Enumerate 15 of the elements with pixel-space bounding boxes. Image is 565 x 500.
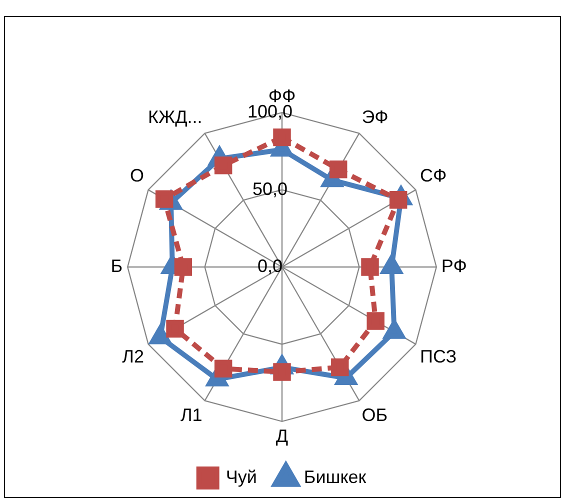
spoke-label: Л1	[180, 404, 202, 425]
y-tick-label: 0,0	[257, 256, 283, 276]
spoke-label: Л2	[122, 346, 144, 366]
legend-label: Бишкек	[304, 466, 366, 487]
spoke-label: СФ	[420, 165, 447, 186]
spoke-label: РФ	[441, 256, 467, 276]
spoke-label: КЖД...	[148, 107, 202, 128]
spoke-label: ОБ	[362, 404, 388, 425]
spoke-label: Б	[110, 256, 123, 276]
spoke-label: ПСЗ	[420, 346, 457, 366]
spoke-label: О	[130, 165, 144, 186]
spoke-label: ЭФ	[362, 107, 388, 128]
spoke-label: Д	[276, 426, 288, 446]
y-tick-label: 50,0	[252, 178, 288, 199]
legend-label: Чуй	[226, 466, 257, 487]
